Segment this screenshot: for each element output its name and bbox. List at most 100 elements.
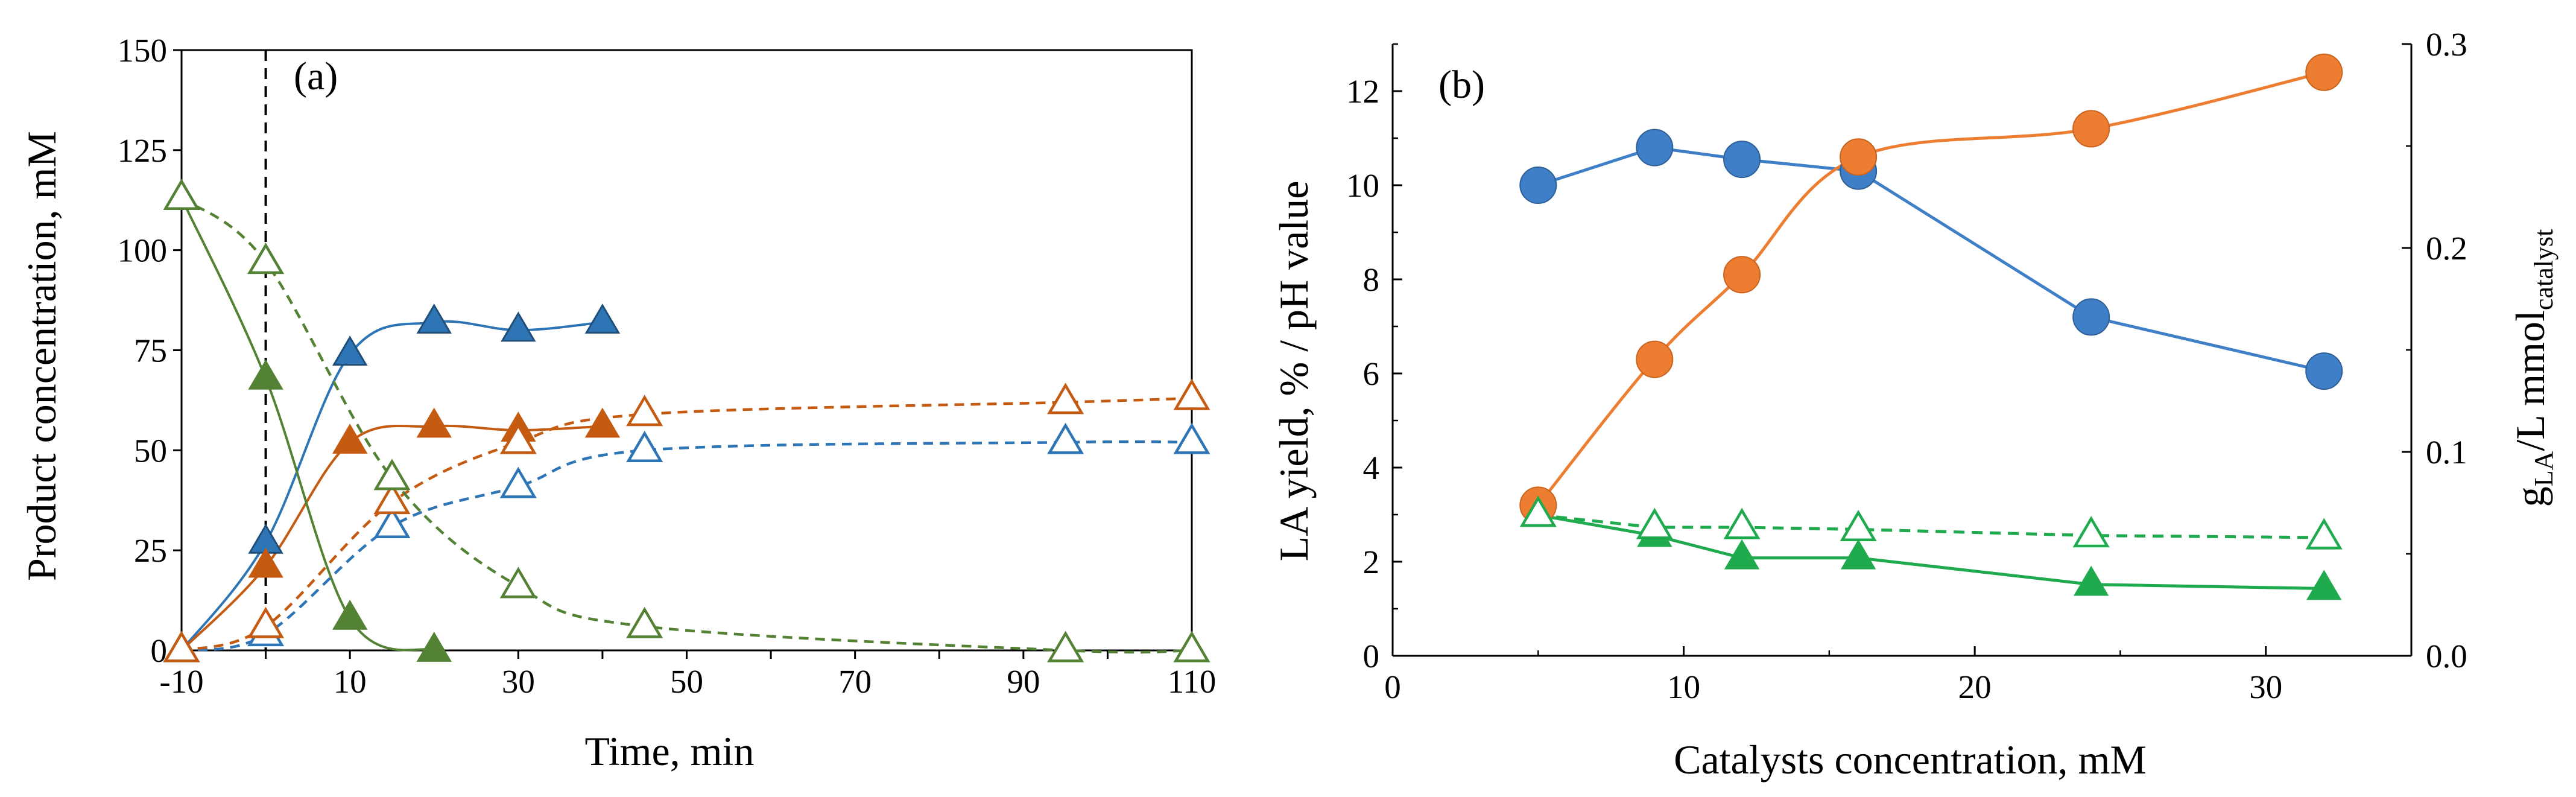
panel-b-ylabel: LA yield, % / pH value	[1271, 181, 1317, 562]
panel-a-point-orange-filled	[332, 424, 368, 454]
panel-b-xtick-label: 10	[1667, 668, 1700, 705]
panel-a-point-blue-filled	[332, 335, 368, 366]
panel-b-series-line-blue-circles	[1537, 146, 2324, 373]
panel-b-xtick-label: 20	[1958, 668, 1992, 705]
panel-a-point-orange-open	[373, 483, 411, 515]
panel-a-point-blue-open	[373, 506, 411, 538]
panel-b-point-green-open-triangles	[1840, 509, 1877, 542]
panel-a-point-orange-open	[1047, 383, 1084, 414]
panel-a-point-green-filled	[332, 599, 368, 630]
panel-a-point-green-open	[499, 567, 537, 599]
y2label-g: g	[2507, 486, 2553, 507]
panel-b-ytick-label: 12	[1346, 73, 1379, 110]
panel-b-point-orange-circles	[2072, 110, 2110, 148]
panel-a-point-green-open	[373, 459, 411, 491]
panel-a-point-orange-open	[163, 630, 200, 662]
panel-b-ytick-label: 0	[1363, 638, 1380, 675]
panel-a-xtick-label: 90	[1007, 663, 1040, 700]
panel-a-point-blue-open	[1173, 422, 1210, 454]
panel-a-point-green-filled	[248, 359, 283, 390]
panel-a-point-orange-open	[1173, 378, 1210, 410]
panel-b-point-green-open-triangles	[1519, 495, 1557, 527]
panel-a-ytick-label: 75	[134, 332, 167, 369]
panel-b-xtick-label: 0	[1384, 668, 1401, 705]
y2label-sub-la: LA	[2529, 451, 2559, 486]
panel-b-ytick-label: 8	[1363, 261, 1380, 298]
panel-b-y2tick-label: 0.0	[2426, 638, 2467, 675]
panel-a-xtick-label: 30	[502, 663, 535, 700]
panel-a-point-green-open	[163, 178, 200, 211]
panel-a-series-line-blue-open	[181, 440, 1192, 652]
panel-a-ytick-label: 100	[118, 232, 168, 269]
panel-a-ylabel: Product concentration, mM	[19, 131, 65, 581]
panel-b-point-orange-circles	[1636, 340, 1674, 378]
panel-b-y2tick-label: 0.3	[2426, 26, 2467, 63]
panel-a-ytick-label: 50	[134, 432, 167, 469]
panel-b-point-green-filled-triangles	[2306, 570, 2342, 600]
panel-a-point-orange-filled	[248, 547, 283, 578]
panel-a-point-blue-open	[1047, 422, 1084, 454]
panel-b-ytick-label: 4	[1363, 449, 1380, 486]
panel-b-point-green-open-triangles	[1636, 507, 1673, 539]
panel-a-xtick-label: 50	[670, 663, 703, 700]
panel-a-point-green-open	[626, 606, 663, 638]
panel-a-chart: (a) Time, min Product concentration, mM …	[19, 32, 1216, 774]
panel-a-xtick-label: 110	[1168, 663, 1216, 700]
panel-a-ytick-label: 25	[134, 532, 167, 569]
panel-b-series-line-green-open-triangles	[1538, 513, 2324, 539]
panel-a-point-green-open	[247, 243, 285, 275]
panel-a-ytick-label: 0	[151, 632, 168, 669]
panel-b-series-line-green-filled-triangles	[1537, 513, 2324, 590]
panel-b-y2tick-label: 0.2	[2426, 230, 2467, 267]
panel-a-point-blue-filled	[584, 303, 621, 334]
panel-b-point-green-open-triangles	[2072, 516, 2110, 548]
panel-b-point-blue-circles	[1519, 167, 1557, 204]
panel-b-y2label: gLA/L mmolcatalyst	[2507, 229, 2559, 507]
panel-a-point-green-open	[1173, 630, 1210, 662]
panel-a-point-blue-filled	[416, 303, 452, 334]
panel-b-point-blue-circles	[2305, 352, 2343, 390]
y2label-sub-catalyst: catalyst	[2529, 229, 2559, 310]
panel-a-point-orange-open	[499, 422, 537, 454]
panel-a-point-orange-filled	[584, 407, 621, 438]
panel-a-point-blue-open	[626, 430, 663, 462]
panel-b-point-green-filled-triangles	[2073, 565, 2109, 596]
panel-b-point-orange-circles	[1723, 256, 1761, 294]
panel-a-point-orange-open	[626, 395, 663, 427]
panel-b-y2tick-label: 0.1	[2426, 434, 2467, 471]
panel-a-point-green-filled	[416, 632, 452, 662]
panel-a-series-line-orange-open	[181, 396, 1192, 652]
panel-b-label: (b)	[1438, 63, 1485, 107]
panel-b-point-orange-circles	[1840, 138, 1878, 176]
panel-a-label: (a)	[294, 54, 338, 98]
panel-b-point-green-open-triangles	[1723, 507, 1761, 539]
panel-a-xlabel: Time, min	[585, 728, 755, 774]
y2label-mid: /L mmol	[2507, 310, 2553, 451]
panel-b-point-orange-circles	[2305, 53, 2343, 91]
panel-b-point-green-filled-triangles	[1724, 539, 1760, 570]
panel-b-ytick-label: 10	[1346, 167, 1379, 204]
panel-b-point-green-filled-triangles	[1840, 539, 1876, 570]
panel-a-point-orange-open	[247, 606, 285, 638]
panel-a-xtick-label: -10	[159, 663, 203, 700]
panel-b-chart: (b) Catalysts concentration, mM LA yield…	[1271, 26, 2559, 783]
panel-a-series-line-green-filled	[180, 197, 435, 652]
panel-b-ytick-label: 6	[1363, 355, 1380, 392]
panel-a-point-blue-filled	[501, 311, 536, 342]
panel-b-series-line-orange-circles	[1537, 71, 2324, 506]
panel-a-ytick-label: 150	[118, 32, 168, 69]
panel-b-ytick-label: 2	[1363, 544, 1380, 580]
panel-a-xtick-label: 10	[334, 663, 367, 700]
panel-b-xtick-label: 30	[2249, 668, 2282, 705]
panel-b-xlabel: Catalysts concentration, mM	[1674, 737, 2147, 783]
panel-a-ytick-label: 125	[118, 132, 168, 169]
panel-b-point-blue-circles	[1723, 141, 1761, 179]
panel-b-point-green-open-triangles	[2305, 518, 2343, 550]
panel-a-point-orange-filled	[416, 407, 452, 438]
panel-a-point-blue-open	[499, 466, 537, 498]
panel-b-point-blue-circles	[2072, 298, 2110, 336]
panel-b-point-blue-circles	[1636, 129, 1674, 167]
panel-a-xtick-label: 70	[838, 663, 872, 700]
panel-a-point-green-open	[1047, 630, 1084, 662]
